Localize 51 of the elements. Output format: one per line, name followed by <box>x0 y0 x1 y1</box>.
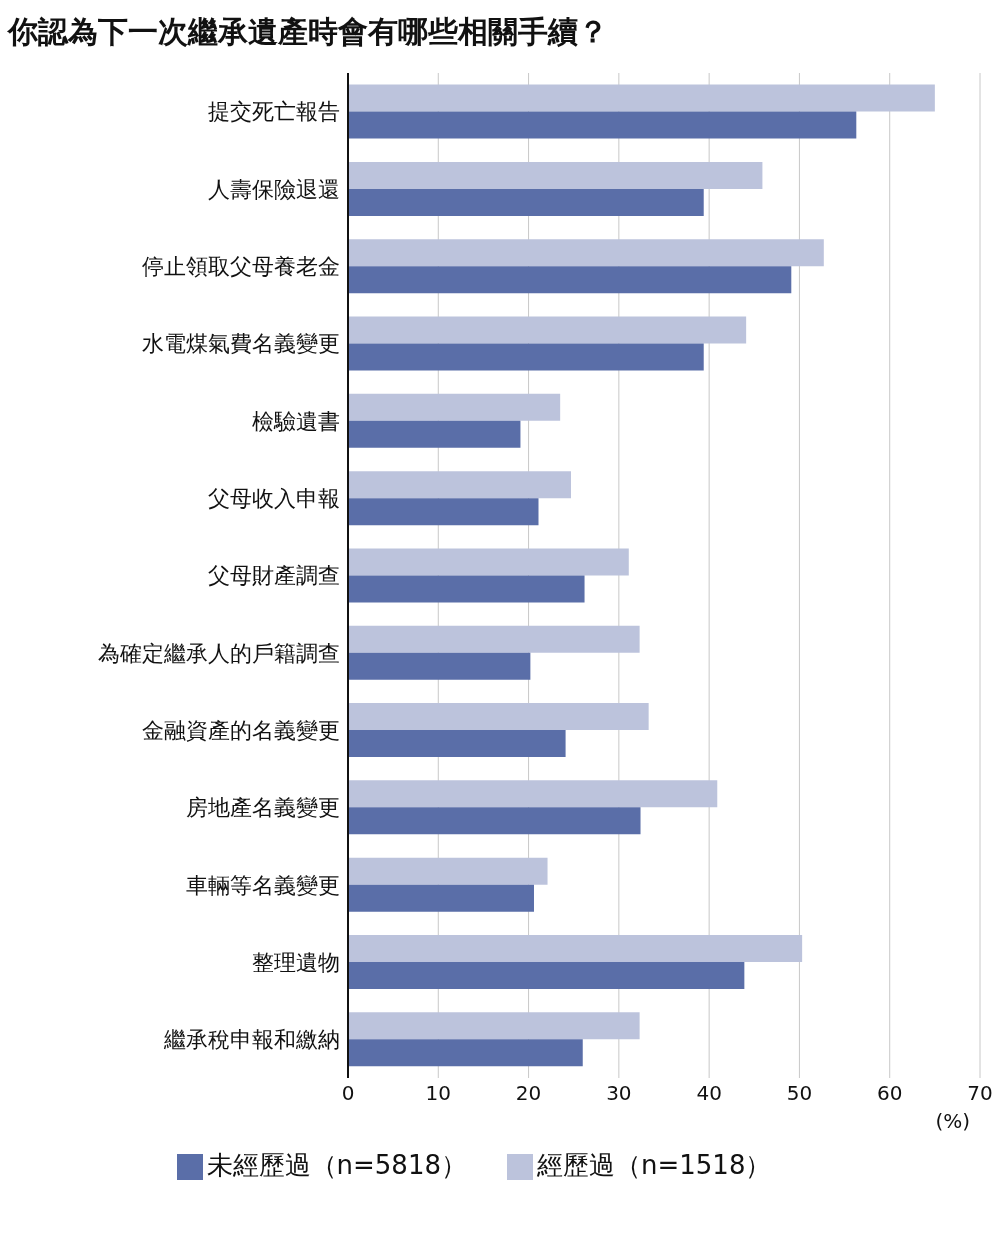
bar <box>348 703 649 731</box>
chart-title: 你認為下一次繼承遺產時會有哪些相關手續？ <box>8 13 609 51</box>
bar <box>348 239 824 267</box>
bar <box>348 420 521 448</box>
x-tick-label: 50 <box>786 1081 813 1106</box>
x-axis-title: (%) <box>935 1109 970 1133</box>
y-tick-label: 繼承稅申報和繳納 <box>163 1027 340 1053</box>
bar <box>348 188 704 216</box>
bar <box>348 266 792 294</box>
x-tick-label: 70 <box>967 1081 993 1106</box>
y-tick-label: 提交死亡報告 <box>208 99 340 125</box>
legend-label: 未經歷過（n=5818） <box>206 1150 467 1180</box>
bar <box>348 111 857 139</box>
y-tick-label: 停止領取父母養老金 <box>142 254 340 280</box>
x-tick-label: 60 <box>876 1081 903 1106</box>
y-tick-label: 水電煤氣費名義變更 <box>142 331 340 357</box>
bar <box>348 1039 583 1067</box>
bar <box>348 807 641 835</box>
x-tick-label: 10 <box>425 1081 452 1106</box>
bar <box>348 548 629 576</box>
bar <box>348 498 539 526</box>
bar <box>348 652 531 680</box>
y-tick-label: 檢驗遺書 <box>252 408 340 434</box>
bar <box>348 471 572 499</box>
legend-label: 經歷過（n=1518） <box>537 1150 772 1180</box>
bar <box>348 343 704 371</box>
y-tick-label: 為確定繼承人的戶籍調查 <box>98 640 340 666</box>
y-tick-label: 父母收入申報 <box>208 486 340 511</box>
bar <box>348 161 763 189</box>
y-tick-label: 人壽保險退還 <box>208 176 340 202</box>
bar <box>348 961 745 989</box>
y-tick-label: 父母財產調查 <box>208 563 340 589</box>
bar <box>348 884 534 912</box>
x-tick-label: 40 <box>696 1081 722 1106</box>
y-tick-label: 金融資產的名義變更 <box>142 717 340 743</box>
bar <box>348 730 566 758</box>
bar <box>348 857 548 885</box>
y-tick-label: 整理遺物 <box>252 949 340 975</box>
bar <box>348 625 640 653</box>
bar <box>348 393 561 421</box>
y-tick-label: 房地產名義變更 <box>186 795 340 821</box>
y-tick-label: 車輛等名義變更 <box>186 872 340 898</box>
bar <box>348 316 747 344</box>
bar <box>348 1012 640 1040</box>
bar <box>348 84 935 112</box>
bar <box>348 575 585 603</box>
x-tick-label: 30 <box>606 1081 632 1106</box>
bar <box>348 780 718 808</box>
bar <box>348 934 803 962</box>
x-tick-label: 20 <box>515 1081 542 1106</box>
x-tick-label: 0 <box>341 1081 355 1106</box>
